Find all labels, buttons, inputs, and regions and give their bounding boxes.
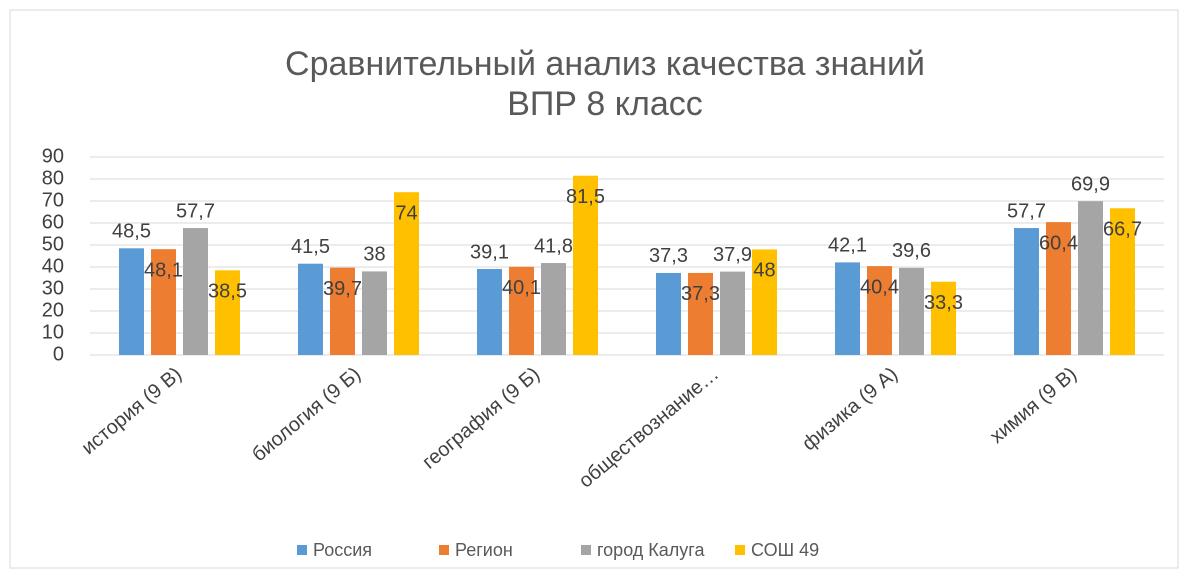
data-label: 38 xyxy=(363,244,385,266)
legend-label: город Калуга xyxy=(597,540,705,560)
y-tick-label: 70 xyxy=(42,189,64,211)
data-label: 48 xyxy=(753,260,775,282)
data-label: 57,7 xyxy=(1007,200,1046,222)
y-tick-label: 20 xyxy=(42,299,64,321)
data-label: 48,1 xyxy=(144,259,183,281)
bar xyxy=(183,228,208,355)
bar xyxy=(1046,222,1071,355)
legend-label: СОШ 49 xyxy=(751,540,819,560)
bar xyxy=(215,270,240,355)
legend-label: Россия xyxy=(313,540,372,560)
data-label: 57,7 xyxy=(176,200,215,222)
bar xyxy=(573,175,598,355)
bar xyxy=(867,266,892,355)
legend-label: Регион xyxy=(455,540,513,560)
y-tick-label: 0 xyxy=(53,343,64,365)
bar xyxy=(362,271,387,355)
y-tick-label: 50 xyxy=(42,233,64,255)
bar xyxy=(151,249,176,355)
bar xyxy=(656,272,681,355)
y-tick-label: 60 xyxy=(42,211,64,233)
bar xyxy=(899,267,924,355)
data-label: 38,5 xyxy=(208,281,247,303)
bar xyxy=(119,248,144,355)
data-label: 69,9 xyxy=(1071,174,1110,196)
data-label: 41,8 xyxy=(534,235,573,257)
data-label: 33,3 xyxy=(924,292,963,314)
data-label: 39,7 xyxy=(323,278,362,300)
y-tick-label: 40 xyxy=(42,255,64,277)
y-tick-label: 30 xyxy=(42,277,64,299)
data-label: 60,4 xyxy=(1039,232,1078,254)
bar xyxy=(752,249,777,355)
legend-swatch xyxy=(439,545,449,555)
y-tick-label: 90 xyxy=(42,145,64,167)
data-label: 40,1 xyxy=(502,277,541,299)
data-label: 39,6 xyxy=(892,240,931,262)
bar xyxy=(509,266,534,355)
chart-title: Сравнительный анализ качества знаний xyxy=(285,45,925,83)
data-label: 48,5 xyxy=(112,221,151,243)
chart-title: ВПР 8 класс xyxy=(507,85,703,123)
bar xyxy=(298,263,323,355)
bar xyxy=(477,268,502,355)
data-label: 37,9 xyxy=(713,244,752,266)
legend-swatch xyxy=(581,545,591,555)
legend-swatch xyxy=(297,545,307,555)
bar xyxy=(720,271,745,355)
data-label: 37,3 xyxy=(681,283,720,305)
data-label: 40,4 xyxy=(860,276,899,298)
bar xyxy=(688,272,713,355)
bar xyxy=(1078,201,1103,355)
data-label: 37,3 xyxy=(649,245,688,267)
data-label: 66,7 xyxy=(1103,219,1142,241)
bar xyxy=(931,281,956,355)
y-tick-label: 10 xyxy=(42,321,64,343)
bar xyxy=(330,267,355,355)
y-tick-label: 80 xyxy=(42,167,64,189)
bar xyxy=(394,192,419,355)
data-label: 39,1 xyxy=(470,241,509,263)
bar xyxy=(1110,208,1135,355)
data-label: 41,5 xyxy=(291,236,330,258)
bar xyxy=(1014,228,1039,355)
bar xyxy=(835,262,860,355)
data-label: 42,1 xyxy=(828,235,867,257)
legend-swatch xyxy=(735,545,745,555)
data-label: 74 xyxy=(395,202,417,224)
data-label: 81,5 xyxy=(566,186,605,208)
bar xyxy=(541,263,566,355)
